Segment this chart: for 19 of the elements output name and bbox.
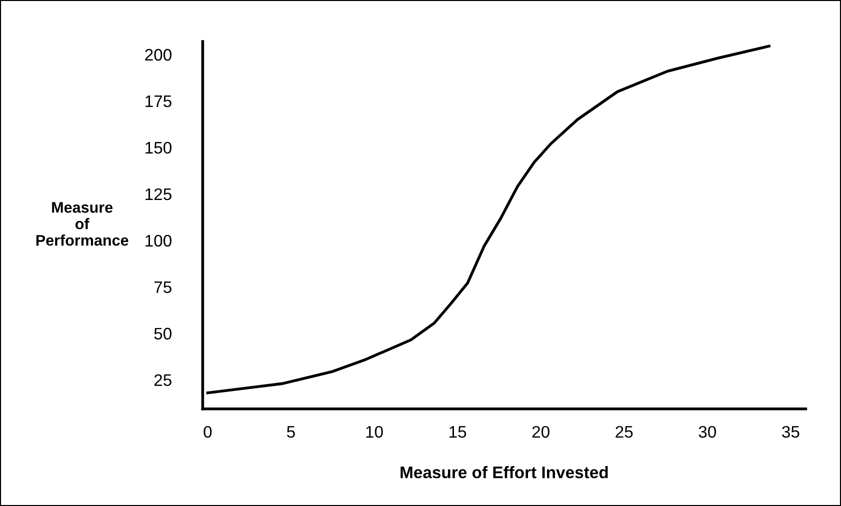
- y-tick-label: 50: [154, 328, 172, 340]
- x-tick-label: 35: [782, 426, 800, 438]
- x-tick-label: 30: [698, 426, 716, 438]
- x-tick-label: 10: [366, 426, 383, 438]
- y-tick-label: 175: [146, 96, 172, 108]
- y-tick-label: 125: [146, 188, 172, 200]
- x-tick-label: 0: [204, 426, 212, 438]
- x-tick-label: 20: [532, 426, 550, 438]
- y-axis-title: Measure of Performance: [36, 202, 128, 246]
- x-axis-title: Measure of Effort Invested: [400, 466, 608, 478]
- y-tick-label: 25: [154, 374, 172, 386]
- x-tick-label: 5: [287, 426, 295, 438]
- y-tick-label: 75: [154, 281, 172, 294]
- line-series: [206, 44, 770, 394]
- y-tick-label: 200: [145, 48, 172, 61]
- y-tick-label: 150: [146, 142, 172, 154]
- x-tick-label: 15: [450, 426, 466, 438]
- x-tick-label: 25: [616, 426, 633, 438]
- y-tick-label: 100: [146, 234, 172, 247]
